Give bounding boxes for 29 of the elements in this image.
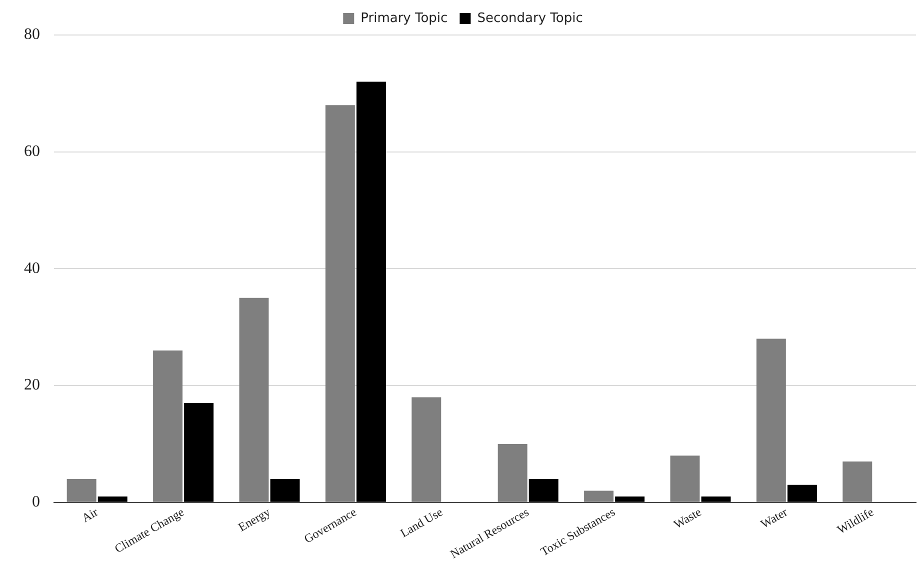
bar: [98, 496, 128, 502]
legend-label: Secondary Topic: [477, 10, 583, 26]
y-tick-label: 60: [24, 143, 40, 160]
bar: [584, 490, 614, 502]
y-tick-label: 20: [24, 376, 40, 394]
bar: [498, 444, 528, 502]
x-tick-label: Land Use: [398, 504, 445, 540]
x-tick-label: Waste: [671, 504, 704, 532]
bar: [670, 456, 700, 502]
legend-label: Primary Topic: [360, 10, 448, 26]
bar: [153, 350, 183, 502]
y-tick-label: 80: [24, 26, 40, 44]
bar: [325, 105, 355, 502]
bar: [412, 397, 442, 502]
bar: [239, 298, 269, 502]
bar: [270, 479, 300, 502]
y-tick-label: 40: [24, 260, 40, 277]
bar: [615, 496, 645, 502]
bar: [356, 82, 386, 502]
bar: [528, 479, 558, 502]
bar: [701, 496, 731, 502]
bar: [756, 338, 786, 502]
bar: [787, 484, 817, 502]
bar: [842, 461, 872, 502]
y-tick-label: 0: [32, 494, 40, 511]
bar: [184, 403, 214, 502]
x-tick-label: Air: [79, 504, 100, 525]
bar: [66, 479, 96, 502]
x-tick-label: Water: [758, 504, 790, 532]
